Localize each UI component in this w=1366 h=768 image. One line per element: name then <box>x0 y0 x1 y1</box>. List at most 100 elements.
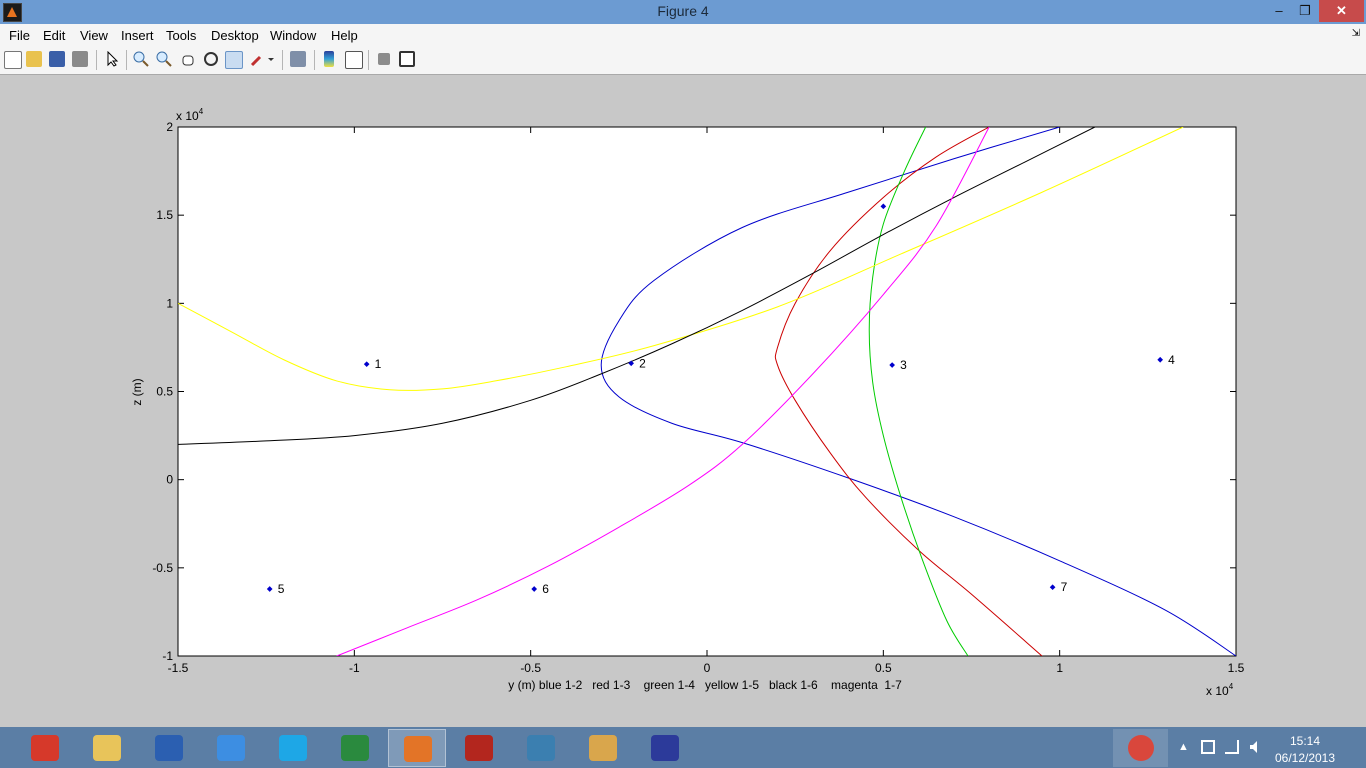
point-marker[interactable] <box>889 362 895 368</box>
pointer-icon[interactable] <box>104 50 120 67</box>
taskbar-button-dropbox[interactable] <box>202 729 260 767</box>
menu-insert[interactable]: Insert <box>121 28 154 43</box>
data-cursor-icon[interactable] <box>225 51 243 69</box>
taskbar-button-matlab[interactable] <box>388 729 446 767</box>
excel-icon <box>341 735 369 761</box>
series-line-3[interactable] <box>178 127 1184 391</box>
point-marker[interactable] <box>880 203 887 210</box>
taskbar-button-paint[interactable] <box>574 729 632 767</box>
axes-box[interactable] <box>177 126 1237 657</box>
menu-view[interactable]: View <box>80 28 108 43</box>
y-tick-label: -1 <box>162 649 173 663</box>
point-label: 2 <box>639 356 646 370</box>
y-exponent-label: x 104 <box>176 107 204 123</box>
x-tick-label: 0.5 <box>875 661 892 675</box>
zoom-in-icon[interactable] <box>133 51 149 67</box>
menu-bar: File Edit View Insert Tools Desktop Wind… <box>0 24 1366 47</box>
open-file-icon[interactable] <box>26 51 42 67</box>
acrobat-icon <box>465 735 493 761</box>
y-axis-label: z (m) <box>130 378 144 405</box>
print-icon[interactable] <box>72 51 88 67</box>
y-tick-label: 0 <box>166 473 173 487</box>
show-hidden-icons-icon[interactable]: ▲ <box>1178 741 1189 753</box>
file-explorer-icon <box>93 735 121 761</box>
legend-icon[interactable] <box>345 51 363 69</box>
rotate-3d-icon[interactable] <box>203 51 219 67</box>
series-line-0[interactable] <box>600 127 1236 656</box>
menu-help[interactable]: Help <box>331 28 358 43</box>
taskbar-button-word[interactable] <box>140 729 198 767</box>
matlab-logo-icon[interactable] <box>3 3 22 22</box>
save-icon[interactable] <box>49 51 65 67</box>
x-tick-label: 1.5 <box>1228 661 1245 675</box>
point-marker[interactable] <box>628 360 635 367</box>
power-icon[interactable] <box>1201 740 1215 754</box>
toolbar-separator <box>314 50 315 70</box>
toolbar-separator <box>282 50 283 70</box>
colorbar-icon[interactable] <box>324 51 334 67</box>
x-exponent-label: x 104 <box>1206 682 1234 698</box>
taskbar-button-audacity[interactable] <box>636 729 694 767</box>
point-label: 4 <box>1168 353 1175 367</box>
x-tick-label: 0 <box>704 661 711 675</box>
figure-toolbar <box>0 47 1366 75</box>
series-line-5[interactable] <box>336 127 990 656</box>
series-line-1[interactable] <box>774 127 1043 656</box>
menu-desktop[interactable]: Desktop <box>211 28 259 43</box>
taskbar-button-acrobat[interactable] <box>450 729 508 767</box>
taskbar-button-photo-viewer[interactable] <box>512 729 570 767</box>
dropbox-icon <box>217 735 245 761</box>
x-tick-label: -1 <box>349 661 360 675</box>
title-bar: Figure 4 – ❐ ✕ <box>0 0 1366 24</box>
menu-edit[interactable]: Edit <box>43 28 66 43</box>
brush-icon[interactable] <box>250 51 274 67</box>
hide-plot-tools-icon[interactable] <box>378 53 390 65</box>
paint-icon <box>589 735 617 761</box>
window-title: Figure 4 <box>657 3 709 19</box>
x-tick-label: -0.5 <box>520 661 541 675</box>
y-tick-label: 0.5 <box>156 385 173 399</box>
point-marker[interactable] <box>531 586 538 592</box>
tray-app-button[interactable] <box>1113 729 1168 767</box>
x-axis-label: y (m) blue 1-2 red 1-3 green 1-4 yellow … <box>508 678 902 692</box>
show-plot-tools-icon[interactable] <box>399 51 415 67</box>
network-signal-icon[interactable] <box>1225 740 1239 754</box>
remote-app-icon <box>1128 735 1154 761</box>
point-marker[interactable] <box>363 361 370 367</box>
taskbar-button-chrome[interactable] <box>16 729 74 767</box>
zoom-out-icon[interactable] <box>156 51 172 67</box>
menu-tools[interactable]: Tools <box>166 28 197 43</box>
point-marker[interactable] <box>266 586 273 592</box>
pan-hand-icon[interactable] <box>180 51 196 67</box>
receiver-points[interactable]: 1 2 3 4 5 6 7 <box>266 203 1175 596</box>
point-label: 7 <box>1061 580 1068 594</box>
menu-window[interactable]: Window <box>270 28 317 43</box>
y-tick-label: 1.5 <box>156 208 173 222</box>
taskbar-button-file-explorer[interactable] <box>78 729 136 767</box>
menu-file[interactable]: File <box>9 28 30 43</box>
taskbar-button-skype[interactable] <box>264 729 322 767</box>
link-plot-icon[interactable] <box>290 51 306 67</box>
clock-date[interactable]: 06/12/2013 <box>1274 751 1336 765</box>
toolbar-separator <box>96 50 97 70</box>
y-tick-label: 2 <box>166 120 173 134</box>
series-line-4[interactable] <box>178 127 1096 445</box>
y-tick-label: -0.5 <box>152 561 173 575</box>
point-label: 3 <box>900 358 907 372</box>
plot-lines[interactable] <box>178 127 1236 656</box>
minimize-button[interactable]: – <box>1275 3 1283 18</box>
point-marker[interactable] <box>1049 584 1056 591</box>
clock-time[interactable]: 15:14 <box>1289 734 1321 748</box>
point-marker[interactable] <box>1157 356 1164 363</box>
new-figure-icon[interactable] <box>4 51 22 69</box>
restore-button[interactable]: ❐ <box>1299 3 1311 18</box>
taskbar-button-excel[interactable] <box>326 729 384 767</box>
y-tick-label: 1 <box>166 296 173 310</box>
photo-viewer-icon <box>527 735 555 761</box>
matlab-icon <box>404 736 432 762</box>
close-button[interactable]: ✕ <box>1319 0 1364 22</box>
series-line-2[interactable] <box>868 127 969 656</box>
volume-icon[interactable] <box>1249 740 1261 754</box>
dock-arrow-icon[interactable]: ⇲ <box>1351 28 1360 39</box>
